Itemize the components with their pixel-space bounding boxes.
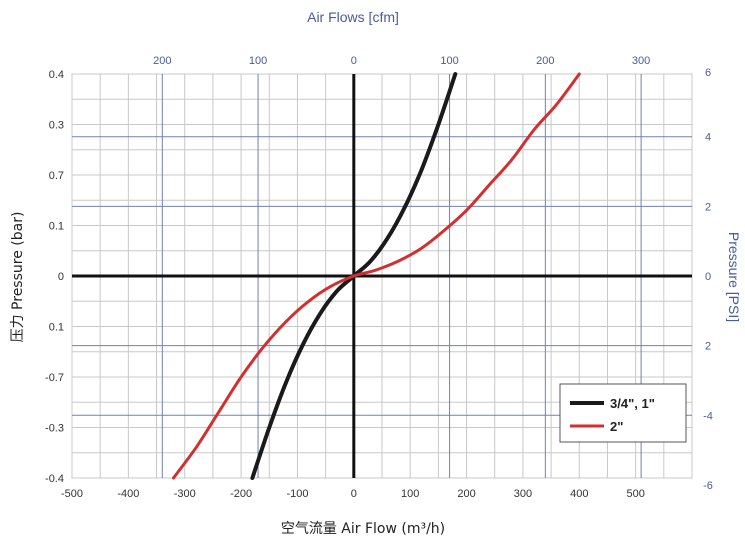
tick-label-y: 0.7 [49, 170, 64, 182]
tick-label-right: 2 [705, 201, 711, 213]
tick-label-y: 0 [58, 271, 64, 283]
tick-label-x: -300 [174, 488, 196, 500]
tick-label-y: -0.4 [45, 473, 64, 485]
legend-label-series-2: 2" [610, 419, 623, 434]
tick-label-x: 300 [514, 488, 532, 500]
tick-label-x: 200 [457, 488, 475, 500]
tick-label-y: -0.3 [45, 423, 64, 435]
legend: 3/4", 1" 2" [559, 383, 687, 443]
tick-label-right: 2 [705, 341, 711, 353]
tick-label-y: -0.7 [45, 372, 64, 384]
tick-label-top: 200 [536, 55, 554, 67]
tick-label-x: 400 [570, 488, 588, 500]
tick-label-y: 0.4 [49, 69, 64, 81]
tick-label-top: 300 [632, 55, 650, 67]
tick-label-top: 200 [153, 55, 171, 67]
legend-box [559, 383, 687, 443]
legend-label-series-1: 3/4", 1" [610, 396, 655, 411]
tick-label-top: 0 [351, 55, 357, 67]
tick-label-top: 100 [249, 55, 267, 67]
tick-label-top: 100 [440, 55, 458, 67]
tick-label-x: -400 [117, 488, 139, 500]
tick-label-y: 0.1 [49, 221, 64, 233]
tick-label-right: -4 [703, 410, 713, 422]
tick-label-x: -200 [230, 488, 252, 500]
tick-label-right: 6 [705, 67, 711, 79]
tick-label-x: 0 [351, 488, 357, 500]
tick-label-right: -6 [703, 480, 713, 492]
top-axis-title: Air Flows [cfm] [307, 9, 399, 25]
tick-label-y: 0.1 [49, 322, 64, 334]
tick-label-x: 500 [626, 488, 644, 500]
left-axis-title: 压力 Pressure (bar) [10, 212, 26, 343]
tick-label-y: 0.3 [49, 120, 64, 132]
tick-labels: -500 -400 -300 -200 -100 0 100 200 300 400 5000.40… [45, 55, 713, 500]
tick-label-right: 4 [705, 132, 711, 144]
series-lines [172, 72, 581, 480]
right-axis-title: Pressure [PSI] [726, 232, 742, 322]
tick-label-x: -100 [286, 488, 308, 500]
tick-label-x: -500 [61, 488, 83, 500]
bottom-axis-title: 空气流量 Air Flow (m³/h) [281, 521, 445, 537]
series-line-2 [172, 72, 581, 480]
tick-label-x: 100 [401, 488, 419, 500]
tick-label-right: 0 [705, 271, 711, 283]
